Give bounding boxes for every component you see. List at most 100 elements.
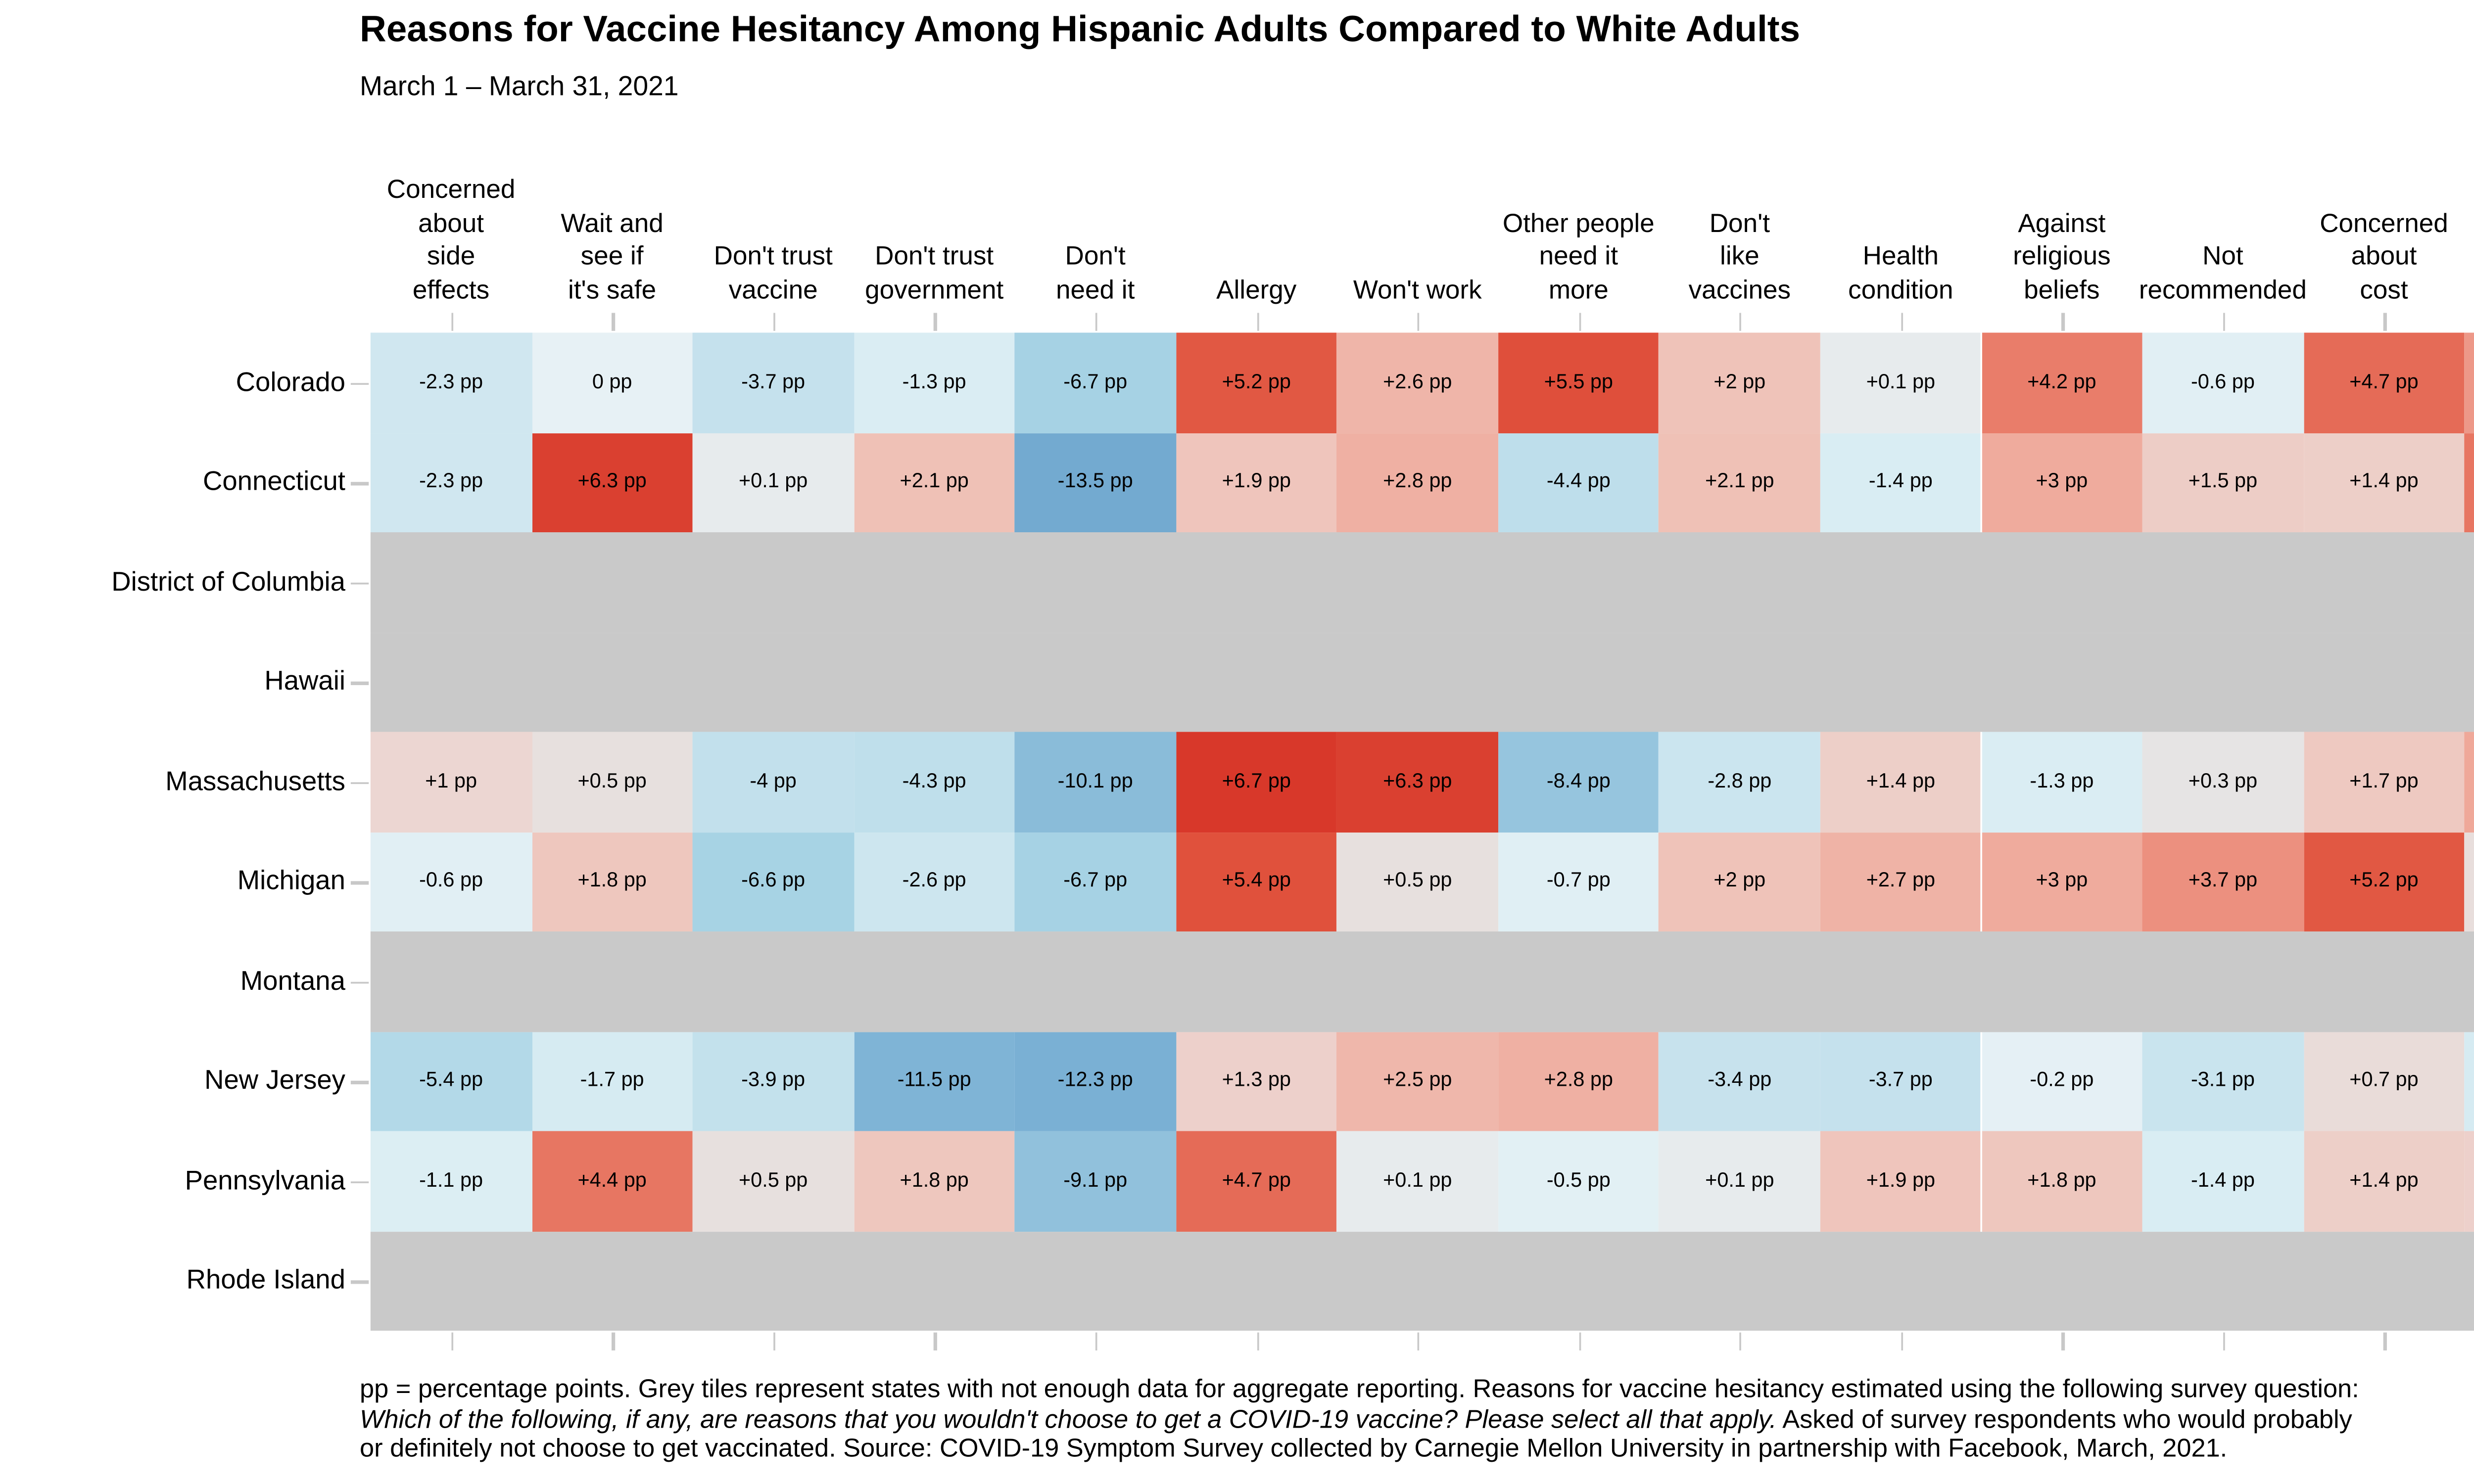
top-axis-tick — [2061, 312, 2064, 330]
row-label: Hawaii — [264, 666, 345, 697]
heatmap-cell: -3.1 pp — [2142, 1031, 2304, 1131]
heatmap-cell-label: +5.2 pp — [2349, 871, 2419, 892]
heatmap-cell-label: -11.5 pp — [897, 1070, 971, 1092]
chart-title: Reasons for Vaccine Hesitancy Among Hisp… — [360, 9, 1801, 50]
heatmap-cell: +0.5 pp — [1337, 832, 1498, 932]
heatmap-cell-label: +5.5 pp — [1544, 371, 1613, 394]
footnote-line-3: or definitely not choose to get vaccinat… — [360, 1435, 2228, 1464]
column-header: Concerned about side effects — [386, 176, 516, 306]
top-axis-tick — [1417, 312, 1420, 330]
heatmap-cell: +5.4 pp — [1176, 832, 1337, 932]
footnote-line-1: pp = percentage points. Grey tiles repre… — [360, 1375, 2359, 1405]
heatmap-cell: +1.8 pp — [854, 1131, 1015, 1231]
row-label: District of Columbia — [111, 566, 345, 598]
left-axis-tick — [350, 482, 368, 485]
heatmap-cell: +1.4 pp — [2303, 1131, 2465, 1231]
bottom-axis-tick — [1417, 1332, 1420, 1351]
heatmap-cell-label: -13.5 pp — [1057, 471, 1133, 493]
heatmap-cell: +2.8 pp — [1498, 1031, 1660, 1131]
footnote-survey-question: Which of the following, if any, are reas… — [360, 1405, 1777, 1435]
heatmap-cell-label: -10.1 pp — [1057, 771, 1133, 793]
heatmap-cell: -2.3 pp — [370, 332, 532, 433]
bottom-axis-tick — [612, 1332, 615, 1351]
heatmap-cell-label: -4 pp — [750, 771, 797, 793]
heatmap-cell: +5.5 pp — [1498, 332, 1660, 433]
left-axis-tick — [350, 682, 368, 685]
column-header: Health condition — [1848, 243, 1953, 306]
heatmap-cell-label: +0.7 pp — [2349, 1070, 2419, 1092]
heatmap-cell: -0.7 pp — [1498, 832, 1660, 932]
heatmap-cell: -4 pp — [692, 732, 854, 832]
column-header: Pregnancy — [2451, 158, 2474, 309]
heatmap-cell: +2.1 pp — [1659, 432, 1820, 533]
heatmap-cell-label: +1.4 pp — [1866, 771, 1936, 793]
bottom-axis-tick — [1901, 1332, 1903, 1351]
heatmap-cell: +1.5 pp — [2142, 432, 2304, 533]
heatmap-row: -2.3 pp +6.3 pp +0.1 pp +2.1 pp -13.5 pp +1.9… — [370, 432, 2474, 533]
heatmap-cell-label: -5.4 pp — [419, 1070, 483, 1092]
heatmap-cell-label: -4.3 pp — [902, 771, 966, 793]
heatmap-cell-label: +4.2 pp — [2027, 371, 2096, 394]
heatmap-cell: +3.5 pp — [2464, 332, 2474, 433]
heatmap-cell-label: +1.4 pp — [2349, 471, 2419, 493]
top-axis-tick — [1256, 312, 1259, 330]
heatmap-cell: +1.9 pp — [1820, 1131, 1982, 1231]
top-axis-tick — [934, 312, 937, 330]
heatmap-cell-label: +5.4 pp — [1222, 871, 1291, 892]
column-header: Not recommended — [2139, 243, 2307, 306]
heatmap-cell: -3.9 pp — [692, 1031, 854, 1131]
top-axis-tick — [2223, 312, 2226, 330]
heatmap-cell-label: -8.4 pp — [1546, 771, 1611, 793]
heatmap-cell: -4.3 pp — [854, 732, 1015, 832]
footnote-line-2-regular: Asked of survey respondents who would pr… — [1776, 1405, 2352, 1435]
row-label: Montana — [240, 966, 345, 997]
heatmap-cell: -3.7 pp — [692, 332, 854, 433]
heatmap-cell-label: +4.7 pp — [1222, 1170, 1291, 1192]
heatmap-cell: -6.6 pp — [692, 832, 854, 932]
heatmap-cell-label: +2.8 pp — [1383, 471, 1452, 493]
heatmap-cell: +0.6 pp — [2464, 832, 2474, 932]
heatmap-cell: +1.7 pp — [2303, 732, 2465, 832]
heatmap-cell-label: -0.2 pp — [2030, 1070, 2094, 1092]
heatmap-cell: +4.7 pp — [1176, 1131, 1337, 1231]
heatmap-cell-label: -6.7 pp — [1063, 371, 1128, 394]
heatmap-cell-label: -2.8 pp — [1708, 771, 1772, 793]
heatmap-cell-label: +6.3 pp — [1383, 771, 1452, 793]
heatmap-cell-label: +0.5 pp — [738, 1170, 808, 1192]
heatmap-cell-label: +5.2 pp — [1222, 371, 1291, 394]
heatmap-cell: +0.1 pp — [1337, 1131, 1498, 1231]
bottom-axis-tick — [451, 1332, 454, 1351]
heatmap-cell: -3.4 pp — [1659, 1031, 1820, 1131]
heatmap-cell-label: +1.8 pp — [2027, 1170, 2096, 1192]
footnote-line-2: Which of the following, if any, are reas… — [360, 1405, 2359, 1435]
left-axis-tick — [350, 782, 368, 785]
row-label: Connecticut — [202, 467, 345, 498]
heatmap-cell-label: +0.3 pp — [2188, 771, 2258, 793]
heatmap-cell-label: -0.5 pp — [1546, 1170, 1611, 1192]
heatmap-cell: +2.1 pp — [854, 432, 1015, 533]
heatmap-cell: -2.8 pp — [1659, 732, 1820, 832]
heatmap-cell: +1 pp — [370, 732, 532, 832]
left-axis-tick — [350, 881, 368, 884]
heatmap-cell: 0 pp — [531, 332, 693, 433]
heatmap-cell-label: -6.7 pp — [1063, 871, 1128, 892]
heatmap-cell: +1.4 pp — [1820, 732, 1982, 832]
heatmap-cell-label: +1.9 pp — [1222, 471, 1291, 493]
heatmap-cell: -4.4 pp — [1498, 432, 1660, 533]
heatmap-cell-label: -1.1 pp — [419, 1170, 483, 1192]
heatmap-cell-label: -1.4 pp — [1868, 471, 1933, 493]
left-axis-tick — [350, 1281, 368, 1283]
heatmap-cell-label: -12.3 pp — [1057, 1070, 1133, 1092]
row-label: New Jersey — [204, 1066, 345, 1097]
heatmap-cell: +6.3 pp — [1337, 732, 1498, 832]
heatmap-cell: +1.8 pp — [531, 832, 693, 932]
heatmap-cell-label: -2.6 pp — [902, 871, 966, 892]
heatmap-cell: -0.6 pp — [370, 832, 532, 932]
heatmap-cell: -0.6 pp — [2142, 332, 2304, 433]
heatmap-cell-label: +1.5 pp — [2188, 471, 2258, 493]
heatmap-cell-label: -3.9 pp — [741, 1070, 806, 1092]
heatmap-cell: +0.3 pp — [2142, 732, 2304, 832]
heatmap-cell-label: +0.5 pp — [1383, 871, 1452, 892]
bottom-axis-tick — [934, 1332, 937, 1351]
